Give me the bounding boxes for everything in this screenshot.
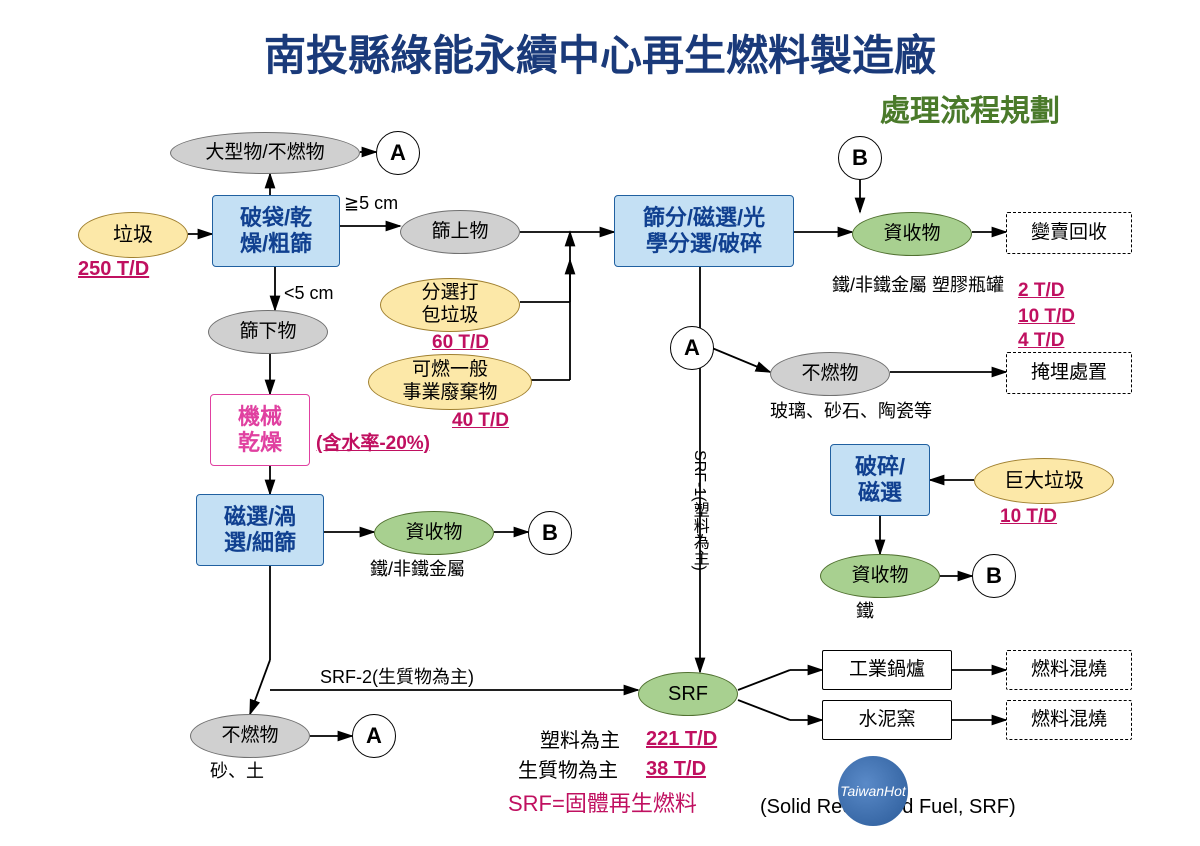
node-comb_biz: 可燃一般 事業廢棄物	[368, 354, 532, 410]
node-cement: 水泥窯	[822, 700, 952, 740]
annot-metal1: 鐵/非鐵金屬	[370, 558, 465, 581]
annot-moisture: (含水率-20%)	[316, 432, 430, 457]
rate-r_recov2a: 2 T/D	[1018, 280, 1064, 302]
node-under_sieve: 篩下物	[208, 310, 328, 354]
node-over_sieve: 篩上物	[400, 210, 520, 254]
annot-srf2_lab: SRF-2(生質物為主)	[320, 666, 474, 689]
node-sort_crush: 篩分/磁選/光 學分選/破碎	[614, 195, 794, 267]
node-mech_dry: 機械 乾燥	[210, 394, 310, 466]
node-circA3: A	[352, 714, 396, 758]
node-cofire1: 燃料混燒	[1006, 650, 1132, 690]
annot-srf_b: 生質物為主	[518, 758, 618, 784]
node-noncomb2: 不燃物	[190, 714, 310, 758]
node-landfill: 掩埋處置	[1006, 352, 1132, 394]
annot-lt5: <5 cm	[284, 282, 334, 305]
annot-srf_p: 塑料為主	[540, 728, 620, 754]
node-bag_dry: 破袋/乾 燥/粗篩	[212, 195, 340, 267]
rate-r_combbiz: 40 T/D	[452, 410, 509, 432]
node-circB1: B	[838, 136, 882, 180]
annot-metal2: 鐵/非鐵金屬 塑膠瓶罐	[832, 274, 1004, 297]
node-sort_pack: 分選打 包垃圾	[380, 278, 520, 332]
rate-r_noncomb3: 4 T/D	[1018, 330, 1064, 352]
node-circA1: A	[376, 131, 420, 175]
rate-r_srf1: 221 T/D	[646, 728, 717, 751]
annot-srf1_lab: SRF-1(塑料為主)	[688, 450, 709, 571]
node-recov1: 資收物	[374, 511, 494, 555]
rate-r_huge: 10 T/D	[1000, 506, 1057, 528]
node-cofire2: 燃料混燒	[1006, 700, 1132, 740]
annot-glass: 玻璃、砂石、陶瓷等	[770, 400, 932, 423]
node-huge_waste: 巨大垃圾	[974, 458, 1114, 504]
node-boiler: 工業鍋爐	[822, 650, 952, 690]
node-sell: 變賣回收	[1006, 212, 1132, 254]
node-srf: SRF	[638, 672, 738, 716]
node-large_noncomb: 大型物/不燃物	[170, 132, 360, 174]
annot-iron: 鐵	[856, 600, 874, 623]
rate-r_sortpack: 60 T/D	[432, 332, 489, 354]
annot-ge5: ≧5 cm	[344, 192, 398, 215]
annot-srf_def: SRF=固體再生燃料	[508, 790, 697, 819]
node-crush_mag: 破碎/ 磁選	[830, 444, 930, 516]
rate-r_srf2: 38 T/D	[646, 758, 706, 781]
node-mag_fine: 磁選/渦 選/細篩	[196, 494, 324, 566]
page-subtitle: 處理流程規劃	[880, 86, 1060, 130]
node-noncomb3: 不燃物	[770, 352, 890, 396]
rate-r_recov2b: 10 T/D	[1018, 306, 1075, 328]
rate-r_garbage: 250 T/D	[78, 258, 149, 281]
watermark-logo: TaiwanHot	[838, 756, 908, 826]
node-recov3: 資收物	[820, 554, 940, 598]
annot-sand: 砂、土	[210, 760, 264, 783]
node-garbage_in: 垃圾	[78, 212, 188, 258]
node-circB3: B	[972, 554, 1016, 598]
node-circA2: A	[670, 326, 714, 370]
page-title: 南投縣綠能永續中心再生燃料製造廠	[0, 22, 1200, 83]
node-circB2: B	[528, 511, 572, 555]
node-recov2: 資收物	[852, 212, 972, 256]
